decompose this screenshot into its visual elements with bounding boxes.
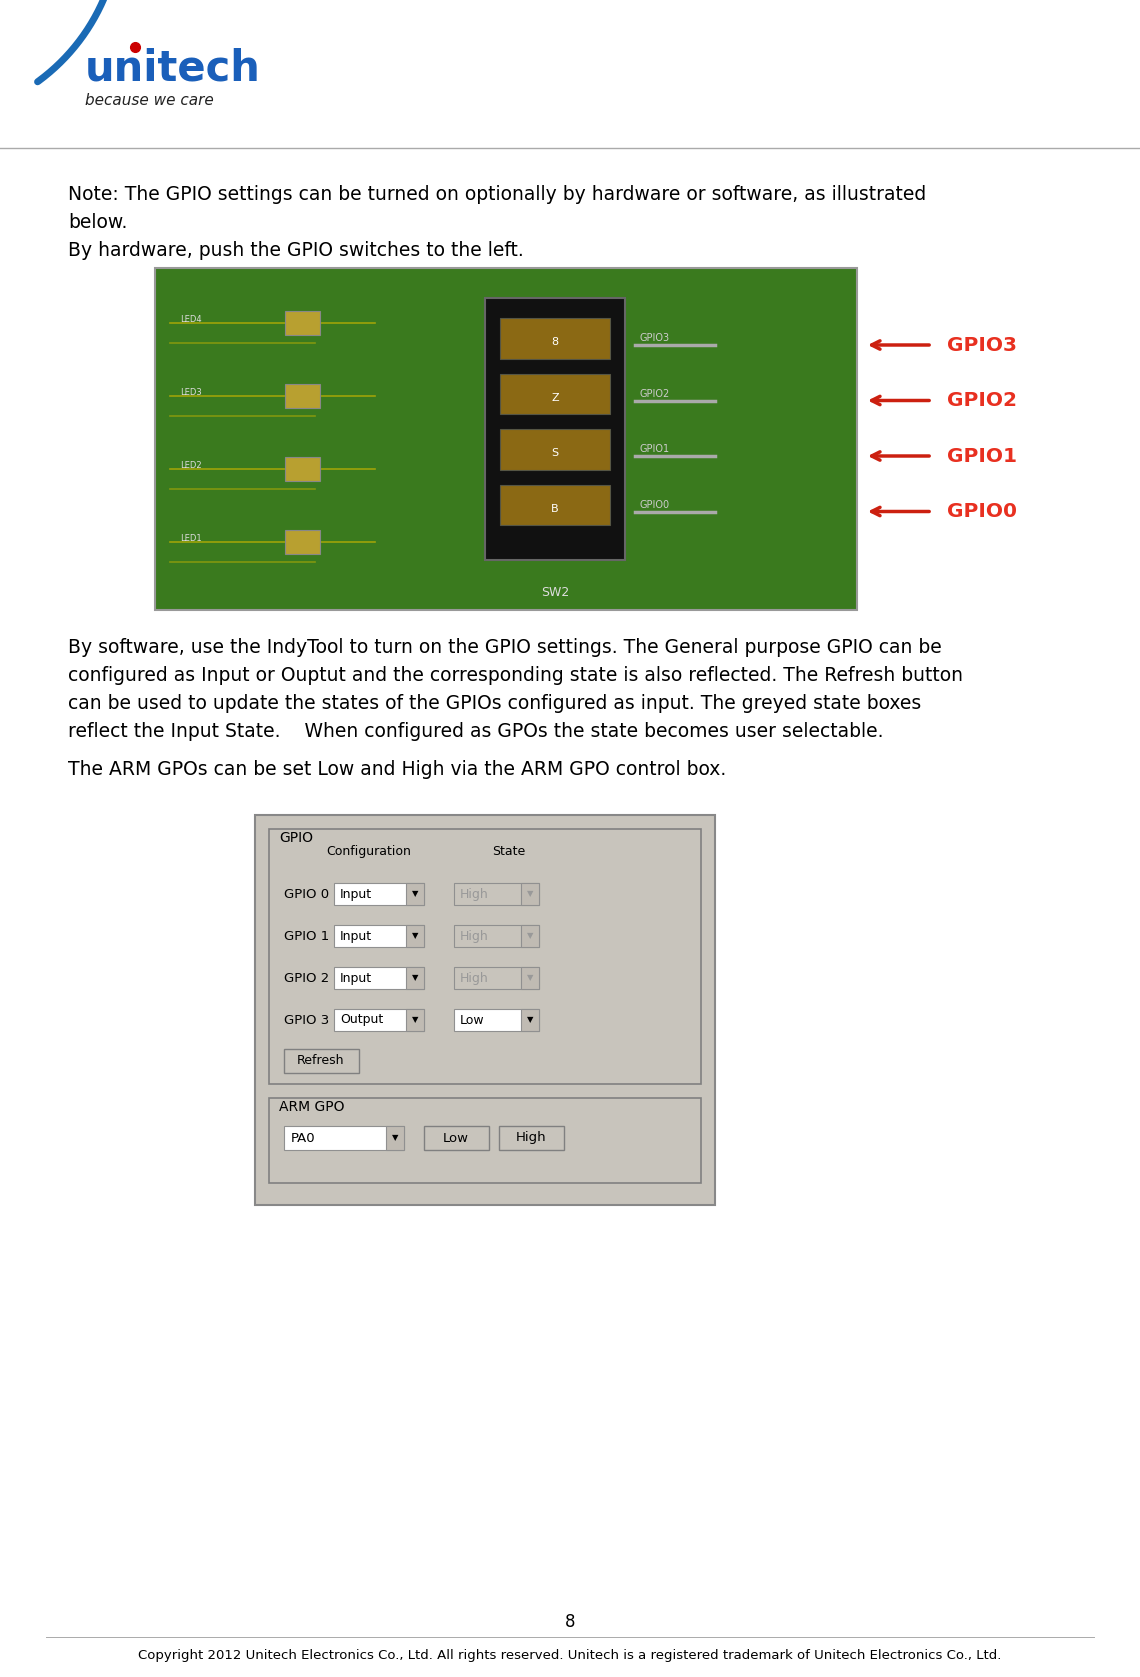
Text: LED2: LED2 bbox=[180, 461, 202, 470]
Bar bbox=[454, 926, 539, 948]
Bar bbox=[155, 268, 857, 610]
Bar bbox=[521, 926, 539, 948]
Text: unitech: unitech bbox=[86, 47, 261, 89]
Text: GPIO1: GPIO1 bbox=[640, 444, 670, 454]
FancyBboxPatch shape bbox=[499, 1125, 564, 1150]
Text: GPIO 0: GPIO 0 bbox=[284, 887, 329, 901]
Text: High: High bbox=[461, 929, 489, 942]
Text: GPIO2: GPIO2 bbox=[947, 391, 1017, 409]
Bar bbox=[500, 319, 610, 359]
Text: ▼: ▼ bbox=[527, 931, 534, 941]
Text: PA0: PA0 bbox=[291, 1132, 316, 1144]
Bar bbox=[285, 458, 320, 481]
Text: S: S bbox=[552, 448, 559, 458]
Text: because we care: because we care bbox=[86, 92, 214, 107]
Text: ▼: ▼ bbox=[527, 974, 534, 983]
Text: ▼: ▼ bbox=[527, 889, 534, 899]
Text: Refresh: Refresh bbox=[298, 1055, 344, 1068]
Bar bbox=[406, 1010, 424, 1031]
Text: High: High bbox=[461, 887, 489, 901]
Text: High: High bbox=[515, 1132, 546, 1144]
Text: Input: Input bbox=[340, 971, 372, 984]
Text: GPIO3: GPIO3 bbox=[947, 335, 1017, 354]
Text: GPIO: GPIO bbox=[279, 832, 314, 845]
Text: GPIO0: GPIO0 bbox=[640, 500, 670, 510]
Bar bbox=[285, 530, 320, 553]
Bar bbox=[500, 429, 610, 470]
FancyBboxPatch shape bbox=[269, 828, 701, 1083]
Text: ▼: ▼ bbox=[392, 1134, 398, 1142]
Bar bbox=[454, 884, 539, 906]
Text: below.: below. bbox=[68, 213, 128, 231]
Bar bbox=[406, 968, 424, 989]
Text: configured as Input or Ouptut and the corresponding state is also reflected. The: configured as Input or Ouptut and the co… bbox=[68, 666, 963, 684]
Text: ▼: ▼ bbox=[412, 1016, 418, 1025]
Bar bbox=[386, 1125, 404, 1150]
FancyBboxPatch shape bbox=[269, 1098, 701, 1182]
Text: By hardware, push the GPIO switches to the left.: By hardware, push the GPIO switches to t… bbox=[68, 241, 523, 260]
Text: 8: 8 bbox=[564, 1613, 576, 1632]
Text: Configuration: Configuration bbox=[326, 845, 412, 857]
Bar bbox=[255, 815, 715, 1206]
Text: High: High bbox=[461, 971, 489, 984]
Text: ▼: ▼ bbox=[412, 931, 418, 941]
Text: GPIO 1: GPIO 1 bbox=[284, 929, 329, 942]
Text: LED3: LED3 bbox=[180, 387, 202, 397]
Text: The ARM GPOs can be set Low and High via the ARM GPO control box.: The ARM GPOs can be set Low and High via… bbox=[68, 760, 726, 780]
Text: State: State bbox=[492, 845, 526, 857]
Text: Note: The GPIO settings can be turned on optionally by hardware or software, as : Note: The GPIO settings can be turned on… bbox=[68, 184, 926, 205]
Bar bbox=[285, 384, 320, 408]
Text: GPIO 2: GPIO 2 bbox=[284, 971, 329, 984]
Text: ▼: ▼ bbox=[412, 974, 418, 983]
FancyBboxPatch shape bbox=[424, 1125, 489, 1150]
Bar bbox=[521, 1010, 539, 1031]
Text: Z: Z bbox=[551, 392, 559, 402]
Text: ▼: ▼ bbox=[527, 1016, 534, 1025]
Text: ARM GPO: ARM GPO bbox=[279, 1100, 344, 1114]
Bar bbox=[285, 310, 320, 335]
Bar bbox=[406, 884, 424, 906]
Bar bbox=[521, 884, 539, 906]
Text: ▼: ▼ bbox=[412, 889, 418, 899]
Bar bbox=[500, 374, 610, 414]
Bar bbox=[334, 968, 424, 989]
Text: GPIO0: GPIO0 bbox=[947, 501, 1017, 522]
Bar bbox=[454, 1010, 539, 1031]
Text: Output: Output bbox=[340, 1013, 383, 1026]
Bar bbox=[334, 884, 424, 906]
Text: GPIO 3: GPIO 3 bbox=[284, 1013, 329, 1026]
Text: Input: Input bbox=[340, 929, 372, 942]
Text: can be used to update the states of the GPIOs configured as input. The greyed st: can be used to update the states of the … bbox=[68, 694, 921, 713]
Text: By software, use the IndyTool to turn on the GPIO settings. The General purpose : By software, use the IndyTool to turn on… bbox=[68, 637, 942, 657]
Bar bbox=[484, 299, 625, 560]
Text: reflect the Input State.    When configured as GPOs the state becomes user selec: reflect the Input State. When configured… bbox=[68, 723, 884, 741]
FancyBboxPatch shape bbox=[284, 1050, 359, 1073]
Bar bbox=[500, 485, 610, 525]
Bar bbox=[454, 968, 539, 989]
Text: B: B bbox=[551, 503, 559, 513]
Text: 8: 8 bbox=[552, 337, 559, 347]
Text: Low: Low bbox=[443, 1132, 469, 1144]
Text: LED4: LED4 bbox=[180, 315, 202, 324]
Text: LED1: LED1 bbox=[180, 533, 202, 543]
Text: GPIO2: GPIO2 bbox=[640, 389, 670, 399]
Bar bbox=[521, 968, 539, 989]
Text: Low: Low bbox=[461, 1013, 484, 1026]
Text: SW2: SW2 bbox=[540, 585, 569, 599]
Bar bbox=[284, 1125, 404, 1150]
Bar bbox=[334, 926, 424, 948]
Text: GPIO1: GPIO1 bbox=[947, 446, 1017, 466]
Text: Copyright 2012 Unitech Electronics Co., Ltd. All rights reserved. Unitech is a r: Copyright 2012 Unitech Electronics Co., … bbox=[138, 1648, 1002, 1662]
Bar bbox=[334, 1010, 424, 1031]
Bar bbox=[406, 926, 424, 948]
Text: Input: Input bbox=[340, 887, 372, 901]
Text: GPIO3: GPIO3 bbox=[640, 334, 670, 344]
